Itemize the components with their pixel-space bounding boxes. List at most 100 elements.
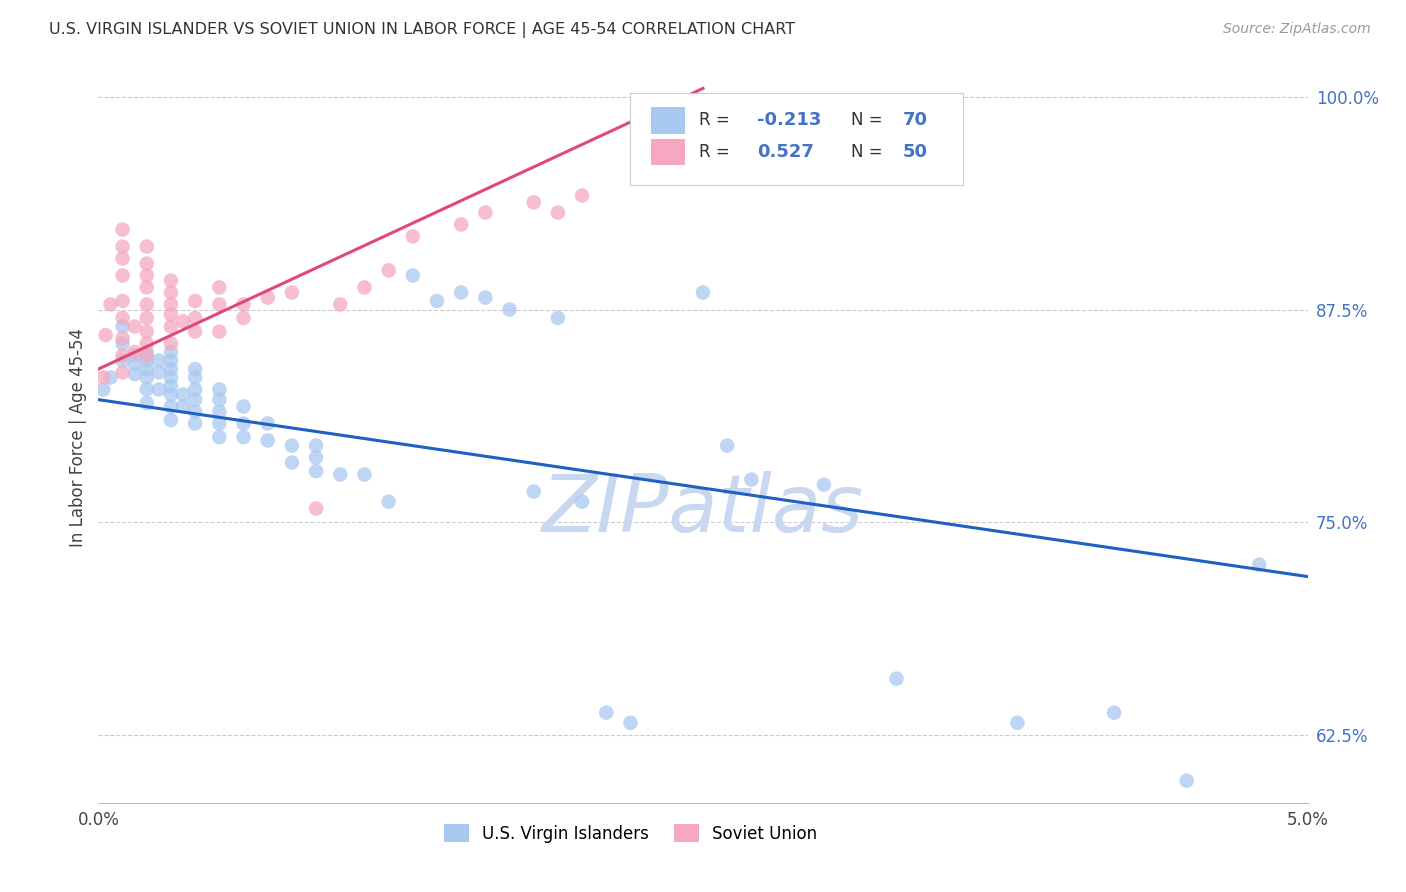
Point — [305, 450, 328, 465]
Point — [450, 285, 472, 300]
Point — [91, 370, 114, 384]
Point — [135, 345, 157, 359]
Point — [135, 280, 157, 294]
Point — [281, 439, 304, 453]
Point — [813, 477, 835, 491]
Point — [111, 353, 134, 368]
Point — [148, 353, 170, 368]
Text: 0.527: 0.527 — [758, 143, 814, 161]
Text: ZIPatlas: ZIPatlas — [541, 471, 865, 549]
Point — [232, 311, 254, 326]
Point — [160, 362, 183, 376]
Point — [232, 430, 254, 444]
Point — [111, 348, 134, 362]
Point — [402, 229, 425, 244]
Point — [498, 302, 520, 317]
Point — [184, 370, 207, 384]
Point — [523, 195, 546, 210]
Point — [124, 348, 146, 362]
Point — [160, 413, 183, 427]
Point — [172, 387, 194, 401]
Point — [184, 404, 207, 418]
Legend: U.S. Virgin Islanders, Soviet Union: U.S. Virgin Islanders, Soviet Union — [437, 818, 824, 849]
Point — [135, 268, 157, 283]
Point — [94, 328, 117, 343]
Point — [256, 417, 278, 431]
Point — [184, 392, 207, 407]
Point — [184, 311, 207, 326]
Point — [256, 291, 278, 305]
Point — [124, 367, 146, 381]
Point — [305, 501, 328, 516]
Point — [91, 383, 114, 397]
Point — [523, 484, 546, 499]
Point — [595, 706, 617, 720]
Point — [172, 314, 194, 328]
Text: 50: 50 — [903, 143, 928, 161]
Point — [184, 325, 207, 339]
Point — [160, 400, 183, 414]
Point — [100, 297, 122, 311]
Point — [208, 280, 231, 294]
Point — [377, 263, 399, 277]
Point — [111, 366, 134, 380]
Point — [281, 456, 304, 470]
Point — [148, 366, 170, 380]
Point — [232, 297, 254, 311]
Point — [1175, 773, 1198, 788]
Point — [208, 417, 231, 431]
Point — [160, 336, 183, 351]
Point — [184, 383, 207, 397]
Point — [426, 293, 449, 308]
Point — [208, 430, 231, 444]
Point — [135, 336, 157, 351]
Point — [135, 325, 157, 339]
Point — [208, 383, 231, 397]
Point — [692, 285, 714, 300]
Point — [135, 297, 157, 311]
Point — [716, 439, 738, 453]
Point — [160, 285, 183, 300]
Point — [160, 274, 183, 288]
Point — [135, 348, 157, 362]
Point — [886, 672, 908, 686]
Point — [232, 400, 254, 414]
Text: -0.213: -0.213 — [758, 112, 821, 129]
Point — [353, 280, 375, 294]
Point — [135, 311, 157, 326]
Point — [256, 434, 278, 448]
Point — [135, 256, 157, 270]
Point — [160, 353, 183, 368]
Y-axis label: In Labor Force | Age 45-54: In Labor Force | Age 45-54 — [69, 327, 87, 547]
Point — [232, 417, 254, 431]
Point — [1249, 558, 1271, 572]
Point — [329, 297, 352, 311]
Point — [135, 239, 157, 253]
Point — [135, 383, 157, 397]
Point — [184, 362, 207, 376]
Point — [135, 396, 157, 410]
Text: R =: R = — [699, 143, 735, 161]
Point — [111, 268, 134, 283]
FancyBboxPatch shape — [651, 107, 685, 134]
Point — [111, 311, 134, 326]
Point — [160, 308, 183, 322]
Text: R =: R = — [699, 112, 735, 129]
Point — [184, 417, 207, 431]
Point — [208, 392, 231, 407]
Point — [353, 467, 375, 482]
Point — [135, 362, 157, 376]
Point — [111, 336, 134, 351]
Point — [474, 291, 496, 305]
Point — [329, 467, 352, 482]
Point — [111, 252, 134, 266]
Point — [148, 383, 170, 397]
Point — [208, 404, 231, 418]
Point — [474, 205, 496, 219]
Point — [619, 715, 641, 730]
Point — [160, 297, 183, 311]
Point — [402, 268, 425, 283]
Point — [172, 400, 194, 414]
Point — [160, 345, 183, 359]
Text: Source: ZipAtlas.com: Source: ZipAtlas.com — [1223, 22, 1371, 37]
